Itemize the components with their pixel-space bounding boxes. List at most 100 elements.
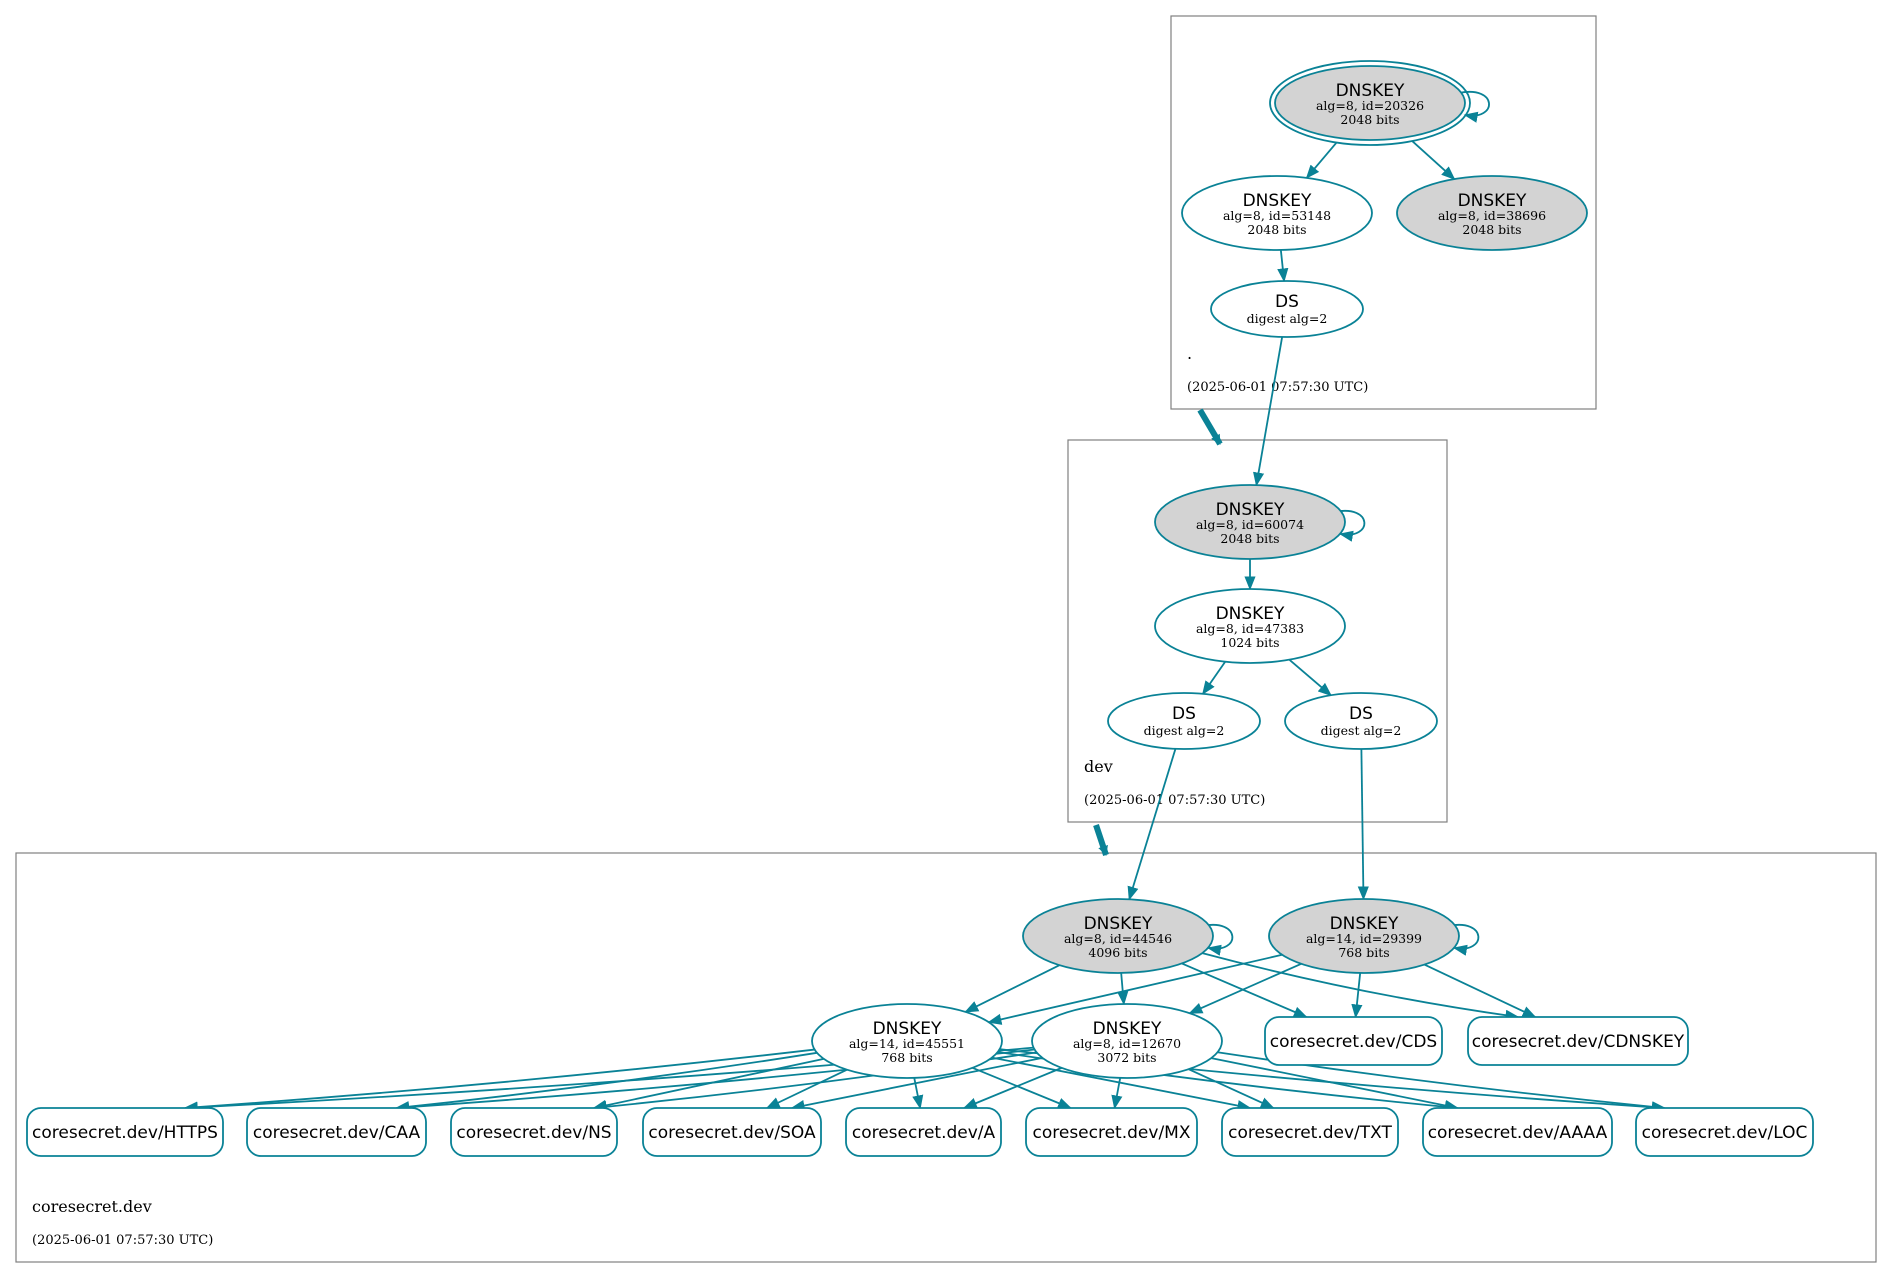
edge-k29399-k29399 [1448, 923, 1480, 956]
rrset-label: coresecret.dev/SOA [648, 1123, 816, 1143]
edge-k20326-k38696 [1411, 140, 1456, 180]
node-bits: 768 bits [881, 1050, 932, 1065]
edge-k12670-A [962, 1067, 1063, 1109]
edge-k47383-dsdev1 [1202, 661, 1226, 696]
node-detail: alg=8, id=38696 [1438, 208, 1546, 223]
rrset-label: coresecret.dev/MX [1033, 1123, 1191, 1143]
node-type: DNSKEY [1458, 191, 1527, 211]
node-detail: alg=8, id=12670 [1073, 1036, 1181, 1051]
rrset-node-aaaa[interactable]: coresecret.dev/AAAA [1422, 1107, 1613, 1157]
node-bits: 2048 bits [1340, 112, 1399, 127]
node-type: DNSKEY [1243, 191, 1312, 211]
node-detail: alg=8, id=53148 [1223, 208, 1331, 223]
zone-cluster-dev: dev (2025-06-01 07:57:30 UTC) [1067, 439, 1448, 823]
rrset-node-cdnskey[interactable]: coresecret.dev/CDNSKEY [1467, 1016, 1689, 1066]
node-bits: 1024 bits [1220, 635, 1279, 650]
rrset-label: coresecret.dev/AAAA [1428, 1123, 1608, 1143]
edge-k20326-k20326 [1458, 90, 1490, 123]
node-detail: digest alg=2 [1247, 311, 1328, 326]
rrset-label: coresecret.dev/CDS [1270, 1032, 1437, 1052]
edge-k12670-SOA [790, 1057, 1043, 1112]
edge-k29399-k45551 [987, 953, 1283, 1025]
rrset-label: coresecret.dev/CDNSKEY [1472, 1032, 1685, 1052]
node-detail: digest alg=2 [1321, 723, 1402, 738]
rrset-node-soa[interactable]: coresecret.dev/SOA [642, 1107, 822, 1157]
rrset-node-mx[interactable]: coresecret.dev/MX [1025, 1107, 1198, 1157]
edge-k29399-k12670 [1188, 962, 1302, 1015]
zone-timestamp: (2025-06-01 07:57:30 UTC) [32, 1233, 213, 1248]
delegation-arrow [1093, 824, 1109, 856]
edge-k45551-SOA [765, 1068, 848, 1109]
node-detail: alg=14, id=29399 [1306, 931, 1422, 946]
node-detail: digest alg=2 [1144, 723, 1225, 738]
node-bits: 3072 bits [1097, 1050, 1156, 1065]
edge-k44546-k45551 [964, 964, 1060, 1013]
rrset-label: coresecret.dev/A [852, 1123, 996, 1143]
zone-name: dev [1084, 757, 1113, 776]
rrset-label: coresecret.dev/LOC [1642, 1123, 1808, 1143]
edge-k29399-CDNSKEY [1423, 963, 1537, 1018]
node-type: DNSKEY [1093, 1019, 1162, 1039]
rrset-node-https[interactable]: coresecret.dev/HTTPS [26, 1107, 224, 1157]
rrset-node-caa[interactable]: coresecret.dev/CAA [246, 1107, 427, 1157]
node-bits: 768 bits [1338, 945, 1389, 960]
rrset-label: coresecret.dev/NS [456, 1123, 611, 1143]
edge-k60074-k60074 [1334, 509, 1366, 542]
node-type: DS [1349, 704, 1373, 724]
node-type: DNSKEY [1084, 914, 1153, 934]
edge-k12670-TXT [1188, 1068, 1275, 1109]
node-detail: alg=8, id=60074 [1196, 517, 1304, 532]
edge-k12670-MX [1111, 1077, 1123, 1110]
edge-dsdev2-k29399 [1357, 748, 1369, 901]
node-type: DNSKEY [1336, 81, 1405, 101]
edge-k45551-HTTPS [183, 1048, 815, 1113]
edge-k45551-TXT [991, 1056, 1252, 1112]
node-type: DS [1275, 292, 1299, 312]
edge-k53148-dsroot [1277, 249, 1289, 283]
node-bits: 2048 bits [1247, 222, 1306, 237]
node-bits: 2048 bits [1220, 531, 1279, 546]
rrset-label: coresecret.dev/TXT [1228, 1123, 1392, 1143]
edge-k45551-MX [972, 1066, 1072, 1109]
rrset-label: coresecret.dev/HTTPS [32, 1123, 218, 1143]
edge-dsroot-k60074 [1253, 336, 1284, 487]
node-type: DNSKEY [873, 1019, 942, 1039]
node-bits: 4096 bits [1088, 945, 1147, 960]
node-detail: alg=8, id=20326 [1316, 98, 1424, 113]
edge-k44546-k12670 [1117, 972, 1129, 1006]
node-detail: alg=14, id=45551 [849, 1036, 965, 1051]
zone-timestamp: (2025-06-01 07:57:30 UTC) [1084, 793, 1265, 808]
node-type: DNSKEY [1216, 500, 1285, 520]
zone-name: coresecret.dev [32, 1197, 152, 1216]
rrset-node-ns[interactable]: coresecret.dev/NS [450, 1107, 618, 1157]
zone-timestamp: (2025-06-01 07:57:30 UTC) [1187, 380, 1368, 395]
node-detail: alg=8, id=47383 [1196, 621, 1304, 636]
zone-cluster-root: . (2025-06-01 07:57:30 UTC) [1170, 15, 1597, 410]
node-bits: 2048 bits [1462, 222, 1521, 237]
edge-k20326-k53148 [1305, 141, 1338, 179]
edge-k44546-k44546 [1202, 923, 1234, 956]
rrset-node-cds[interactable]: coresecret.dev/CDS [1264, 1016, 1443, 1066]
rrset-node-a[interactable]: coresecret.dev/A [845, 1107, 1002, 1157]
edge-k12670-AAAA [1211, 1057, 1459, 1111]
zone-cluster-cs: coresecret.dev (2025-06-01 07:57:30 UTC) [15, 852, 1877, 1263]
zone-name: . [1187, 344, 1192, 363]
node-detail: alg=8, id=44546 [1064, 931, 1172, 946]
node-type: DNSKEY [1330, 914, 1399, 934]
rrset-node-loc[interactable]: coresecret.dev/LOC [1635, 1107, 1814, 1157]
edge-k45551-CAA [395, 1051, 818, 1113]
rrset-node-txt[interactable]: coresecret.dev/TXT [1221, 1107, 1399, 1157]
